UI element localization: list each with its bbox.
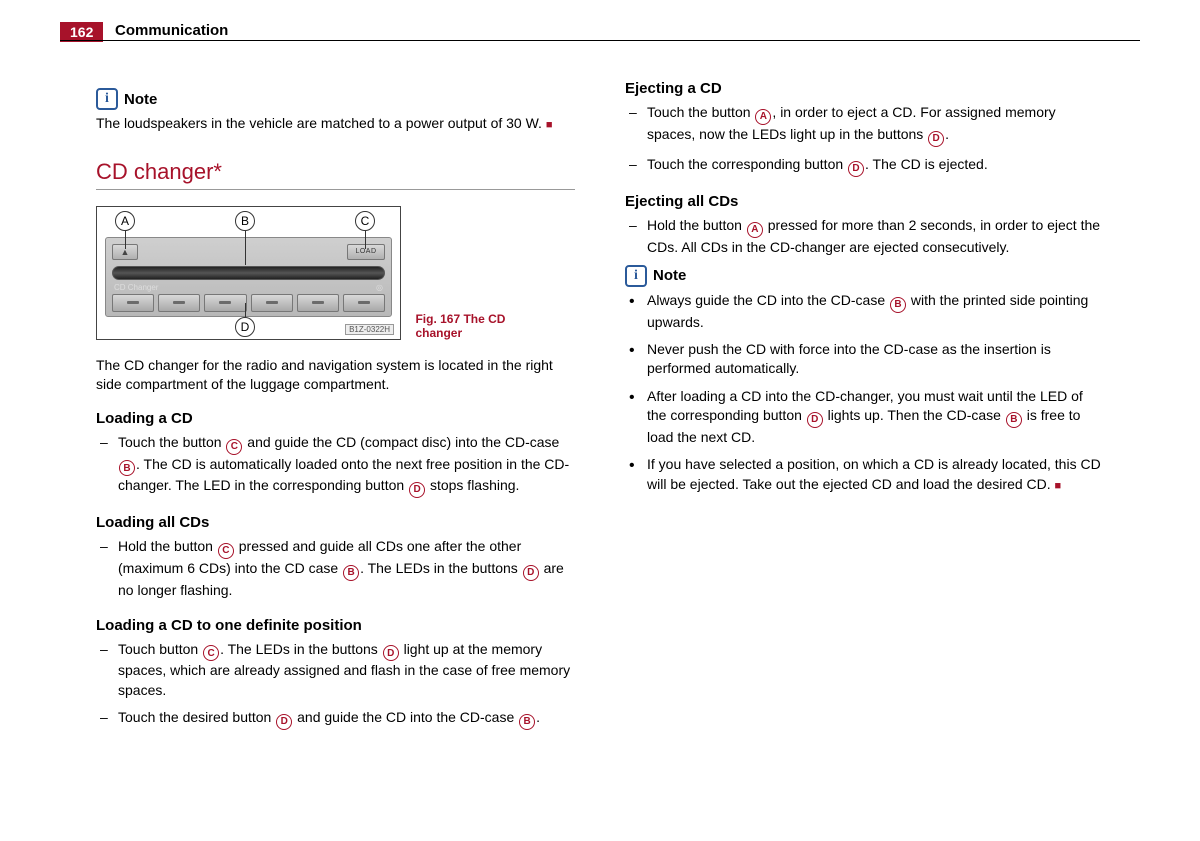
end-square-icon: ■ [1055, 480, 1062, 492]
ref-b-icon: B [890, 297, 906, 313]
callout-line [245, 303, 246, 317]
ref-b-icon: B [519, 714, 535, 730]
num-button [297, 294, 339, 312]
ref-d-icon: D [807, 412, 823, 428]
text: . [536, 709, 540, 725]
figure-block: A B C D ▲ LOAD CD Changer ◎ [96, 206, 575, 340]
callout-b: B [235, 211, 255, 231]
text: . The LEDs in the buttons [360, 560, 522, 576]
callout-d: D [235, 317, 255, 337]
num-button [204, 294, 246, 312]
text: stops flashing. [426, 477, 519, 493]
subheading: Loading a CD to one definite position [96, 617, 575, 634]
ref-c-icon: C [226, 439, 242, 455]
subheading: Loading all CDs [96, 514, 575, 531]
end-square-icon: ■ [546, 119, 553, 131]
list-item: If you have selected a position, on whic… [625, 455, 1104, 494]
ref-d-icon: D [928, 131, 944, 147]
title-rule [96, 189, 575, 190]
cd-changer-device: ▲ LOAD CD Changer ◎ [105, 237, 392, 317]
list-item: After loading a CD into the CD-changer, … [625, 387, 1104, 448]
list-item: Hold the button A pressed for more than … [625, 216, 1104, 257]
callout-c: C [355, 211, 375, 231]
note-text: The loudspeakers in the vehicle are matc… [96, 114, 575, 133]
figure-id: B1Z-0322H [345, 324, 394, 335]
header-rule [60, 40, 1140, 41]
list-item: Always guide the CD into the CD-case B w… [625, 291, 1104, 332]
text: lights up. Then the CD-case [824, 407, 1005, 423]
callout-a: A [115, 211, 135, 231]
num-button [158, 294, 200, 312]
list-item: Touch the button A, in order to eject a … [625, 103, 1104, 147]
num-button [343, 294, 385, 312]
note-title: Note [653, 267, 686, 284]
text: Touch button [118, 641, 202, 657]
text: Always guide the CD into the CD-case [647, 292, 889, 308]
note-title: Note [124, 91, 157, 108]
text: If you have selected a position, on whic… [647, 456, 1101, 491]
text: and guide the CD into the CD-case [293, 709, 518, 725]
subheading: Ejecting a CD [625, 80, 1104, 97]
ref-d-icon: D [409, 482, 425, 498]
ref-a-icon: A [755, 109, 771, 125]
callout-line [245, 231, 246, 265]
ref-d-icon: D [848, 161, 864, 177]
text: Touch the corresponding button [647, 156, 847, 172]
num-button [251, 294, 293, 312]
disc-icon: ◎ [376, 283, 383, 292]
ref-d-icon: D [383, 645, 399, 661]
info-icon: i [96, 88, 118, 110]
list-item: Touch the corresponding button D. The CD… [625, 155, 1104, 177]
num-button [112, 294, 154, 312]
text: The loudspeakers in the vehicle are matc… [96, 115, 546, 131]
cd-changer-figure: A B C D ▲ LOAD CD Changer ◎ [96, 206, 401, 340]
callout-line [125, 231, 126, 249]
intro-text: The CD changer for the radio and navigat… [96, 356, 575, 394]
cd-slot [112, 266, 385, 280]
text: Hold the button [647, 217, 746, 233]
ref-c-icon: C [218, 543, 234, 559]
list-item: Hold the button C pressed and guide all … [96, 537, 575, 600]
ref-b-icon: B [343, 565, 359, 581]
list-item: Touch button C. The LEDs in the buttons … [96, 640, 575, 701]
subheading: Ejecting all CDs [625, 193, 1104, 210]
ref-b-icon: B [119, 460, 135, 476]
note-header: i Note [96, 88, 575, 110]
info-icon: i [625, 265, 647, 287]
callout-line [365, 231, 366, 249]
ref-b-icon: B [1006, 412, 1022, 428]
load-button: LOAD [347, 244, 385, 260]
list-item: Never push the CD with force into the CD… [625, 340, 1104, 379]
text: . The LEDs in the buttons [220, 641, 382, 657]
device-label: CD Changer [114, 283, 158, 292]
list-item: Touch the button C and guide the CD (com… [96, 433, 575, 499]
page-number: 162 [60, 22, 103, 42]
section-header: Communication [115, 22, 228, 39]
text: Hold the button [118, 538, 217, 554]
section-title: CD changer* [96, 159, 575, 185]
text: . The CD is ejected. [865, 156, 988, 172]
figure-caption: Fig. 167 The CD changer [415, 312, 555, 340]
text: and guide the CD (compact disc) into the… [243, 434, 559, 450]
note-header: i Note [625, 265, 1104, 287]
ref-d-icon: D [523, 565, 539, 581]
subheading: Loading a CD [96, 410, 575, 427]
list-item: Touch the desired button D and guide the… [96, 708, 575, 730]
number-button-row [112, 294, 385, 312]
text: Touch the button [118, 434, 225, 450]
ref-d-icon: D [276, 714, 292, 730]
text: Touch the desired button [118, 709, 275, 725]
ref-a-icon: A [747, 222, 763, 238]
text: Touch the button [647, 104, 754, 120]
ref-c-icon: C [203, 645, 219, 661]
content-columns: i Note The loudspeakers in the vehicle a… [96, 80, 1104, 801]
text: . [945, 126, 949, 142]
